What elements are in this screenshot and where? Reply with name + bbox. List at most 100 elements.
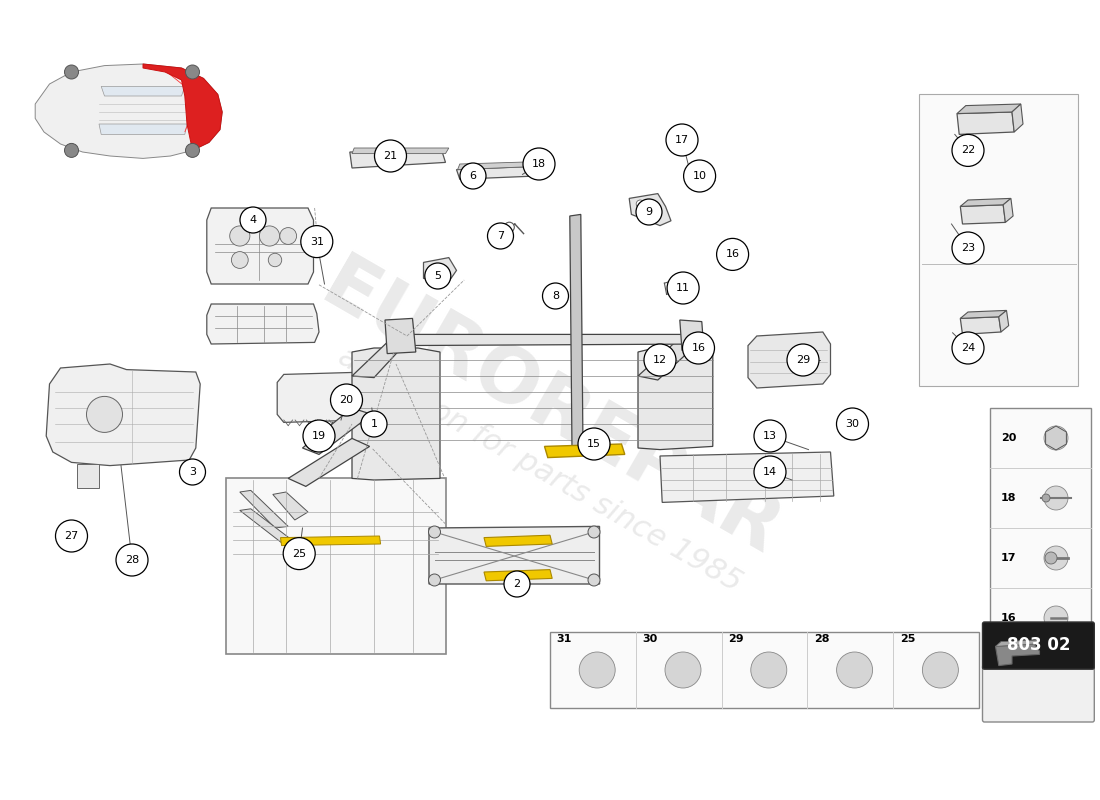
Circle shape bbox=[186, 143, 199, 158]
Polygon shape bbox=[456, 166, 537, 179]
FancyBboxPatch shape bbox=[982, 622, 1094, 669]
Circle shape bbox=[650, 212, 659, 220]
Polygon shape bbox=[352, 148, 449, 154]
Polygon shape bbox=[350, 152, 446, 168]
Polygon shape bbox=[352, 336, 412, 378]
Polygon shape bbox=[352, 348, 440, 480]
Text: 25: 25 bbox=[900, 634, 915, 644]
Text: 24: 24 bbox=[961, 343, 975, 353]
Text: 12: 12 bbox=[653, 355, 667, 365]
Circle shape bbox=[636, 200, 645, 208]
Polygon shape bbox=[288, 438, 370, 486]
Polygon shape bbox=[544, 444, 625, 458]
Polygon shape bbox=[429, 526, 600, 584]
Polygon shape bbox=[1003, 198, 1013, 222]
Circle shape bbox=[460, 163, 486, 189]
Circle shape bbox=[644, 344, 676, 376]
Text: 3: 3 bbox=[189, 467, 196, 477]
Polygon shape bbox=[46, 364, 200, 466]
Bar bbox=[226, 478, 446, 654]
Circle shape bbox=[179, 459, 206, 485]
Text: EUROREPAR: EUROREPAR bbox=[308, 249, 792, 571]
Circle shape bbox=[952, 232, 984, 264]
Circle shape bbox=[1042, 494, 1050, 502]
Text: 8: 8 bbox=[552, 291, 559, 301]
Text: 6: 6 bbox=[470, 171, 476, 181]
Circle shape bbox=[588, 574, 600, 586]
Circle shape bbox=[636, 199, 662, 225]
Polygon shape bbox=[101, 86, 185, 96]
Text: 13: 13 bbox=[763, 431, 777, 441]
Text: 31: 31 bbox=[310, 237, 323, 246]
Circle shape bbox=[588, 526, 600, 538]
Text: 18: 18 bbox=[532, 159, 546, 169]
Text: 28: 28 bbox=[814, 634, 829, 644]
Text: 16: 16 bbox=[1001, 613, 1016, 623]
Polygon shape bbox=[484, 535, 552, 546]
Text: 29: 29 bbox=[728, 634, 744, 644]
Circle shape bbox=[231, 251, 249, 269]
Circle shape bbox=[751, 652, 786, 688]
Polygon shape bbox=[957, 104, 1021, 114]
Circle shape bbox=[666, 652, 701, 688]
Circle shape bbox=[720, 246, 732, 258]
Text: 10: 10 bbox=[693, 171, 706, 181]
Circle shape bbox=[1044, 486, 1068, 510]
Circle shape bbox=[55, 520, 88, 552]
Text: 4: 4 bbox=[250, 215, 256, 225]
Polygon shape bbox=[996, 640, 1040, 646]
Polygon shape bbox=[277, 372, 374, 422]
Text: a passion for parts since 1985: a passion for parts since 1985 bbox=[333, 342, 747, 598]
Text: 18: 18 bbox=[1001, 493, 1016, 503]
Circle shape bbox=[425, 263, 451, 289]
Polygon shape bbox=[35, 64, 222, 158]
Text: 20: 20 bbox=[1001, 433, 1016, 443]
Circle shape bbox=[302, 420, 336, 452]
Polygon shape bbox=[748, 332, 830, 388]
Text: 16: 16 bbox=[692, 343, 705, 353]
Circle shape bbox=[837, 652, 872, 688]
Text: 29: 29 bbox=[796, 355, 810, 365]
Circle shape bbox=[580, 652, 615, 688]
Circle shape bbox=[649, 346, 662, 361]
Polygon shape bbox=[424, 258, 456, 282]
Circle shape bbox=[487, 223, 514, 249]
Polygon shape bbox=[960, 198, 1011, 206]
Polygon shape bbox=[484, 570, 552, 581]
Circle shape bbox=[578, 428, 610, 460]
Circle shape bbox=[1045, 552, 1057, 564]
Text: 2: 2 bbox=[514, 579, 520, 589]
Polygon shape bbox=[684, 170, 715, 187]
Circle shape bbox=[230, 226, 250, 246]
Circle shape bbox=[300, 226, 333, 258]
Polygon shape bbox=[99, 124, 187, 134]
Circle shape bbox=[429, 526, 440, 538]
Text: 30: 30 bbox=[642, 634, 658, 644]
Polygon shape bbox=[1046, 426, 1066, 450]
Polygon shape bbox=[77, 464, 99, 488]
Polygon shape bbox=[960, 310, 1006, 318]
Polygon shape bbox=[385, 318, 416, 354]
Circle shape bbox=[667, 272, 700, 304]
Polygon shape bbox=[570, 214, 583, 450]
Polygon shape bbox=[660, 452, 834, 502]
Polygon shape bbox=[638, 336, 702, 380]
Polygon shape bbox=[960, 317, 1001, 334]
Polygon shape bbox=[143, 64, 222, 150]
Text: 7: 7 bbox=[497, 231, 504, 241]
Circle shape bbox=[240, 207, 266, 233]
Circle shape bbox=[688, 339, 698, 351]
Circle shape bbox=[1044, 426, 1068, 450]
Bar bbox=[918, 94, 1078, 386]
Polygon shape bbox=[680, 320, 704, 352]
Polygon shape bbox=[996, 644, 1040, 666]
Circle shape bbox=[952, 332, 984, 364]
Circle shape bbox=[429, 574, 440, 586]
Text: 16: 16 bbox=[726, 250, 739, 259]
Circle shape bbox=[268, 254, 282, 266]
Polygon shape bbox=[1012, 104, 1023, 132]
Polygon shape bbox=[960, 205, 1005, 224]
Circle shape bbox=[504, 222, 515, 232]
Polygon shape bbox=[240, 509, 303, 550]
Text: 23: 23 bbox=[961, 243, 975, 253]
